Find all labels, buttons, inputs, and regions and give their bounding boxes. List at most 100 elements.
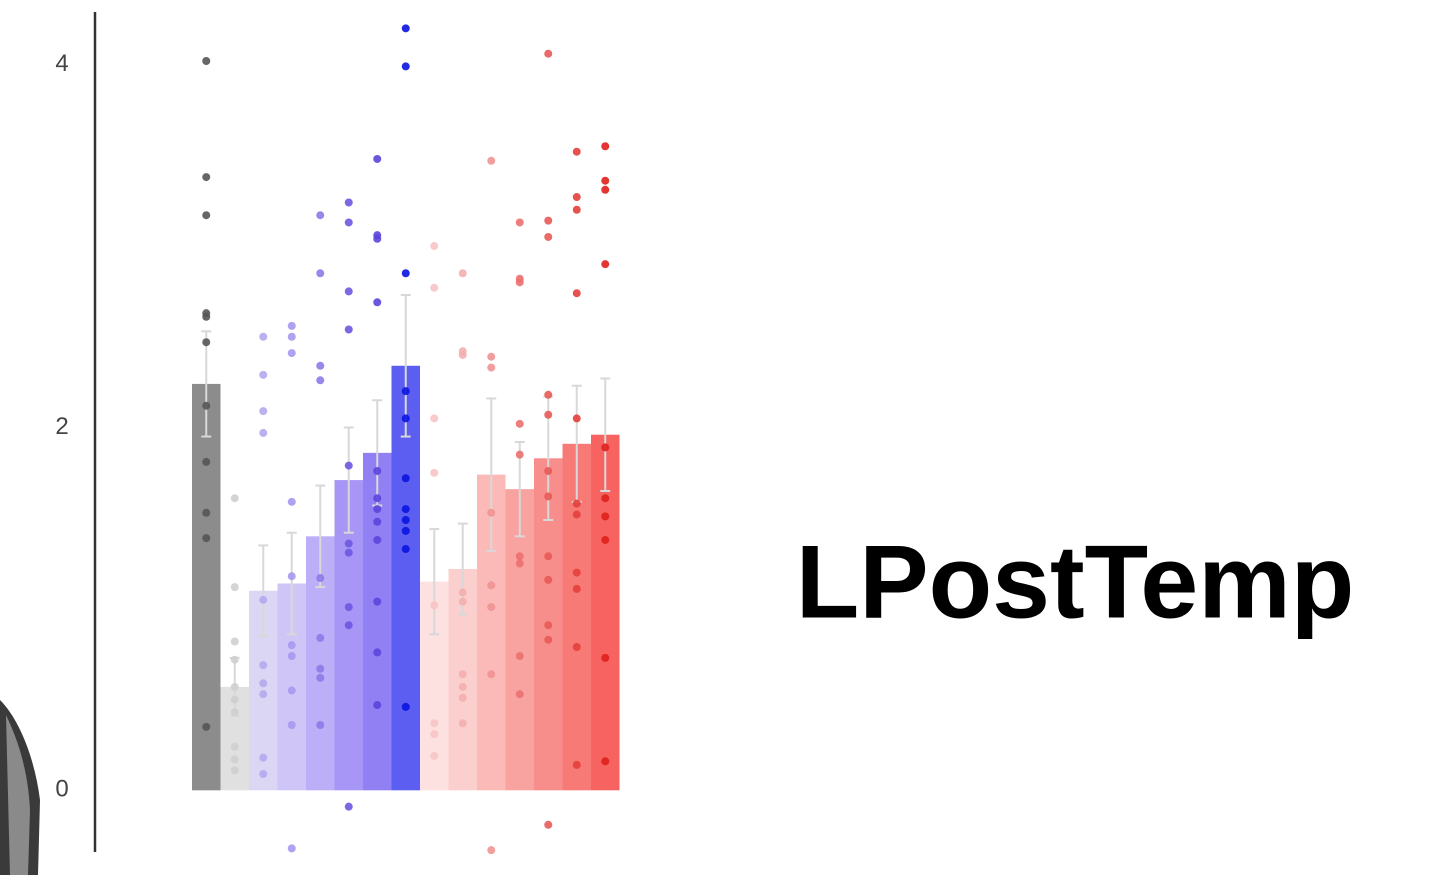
- data-point: [401, 414, 410, 423]
- data-point: [401, 515, 410, 524]
- data-point: [316, 269, 325, 278]
- data-point: [202, 457, 211, 466]
- data-point: [316, 673, 325, 682]
- data-point: [259, 370, 268, 379]
- data-point: [601, 653, 610, 662]
- data-point: [572, 205, 581, 214]
- data-point: [259, 595, 268, 604]
- data-point: [430, 601, 439, 610]
- data-point: [544, 467, 553, 476]
- data-point: [544, 216, 553, 225]
- bar: [591, 434, 620, 791]
- data-point: [287, 686, 296, 695]
- data-point: [401, 62, 410, 71]
- data-point: [487, 508, 496, 517]
- bar: [192, 383, 221, 791]
- data-point: [202, 211, 211, 220]
- data-point: [373, 597, 382, 606]
- data-point: [458, 350, 467, 359]
- data-point: [572, 193, 581, 202]
- bar: [505, 489, 534, 791]
- data-point: [287, 349, 296, 358]
- data-point: [230, 755, 239, 764]
- data-point: [515, 559, 524, 568]
- data-point: [601, 535, 610, 544]
- data-point: [287, 721, 296, 730]
- data-point: [401, 526, 410, 535]
- data-point: [401, 702, 410, 711]
- data-point: [401, 387, 410, 396]
- data-point: [230, 494, 239, 503]
- data-point: [515, 690, 524, 699]
- data-point: [544, 820, 553, 829]
- data-point: [544, 635, 553, 644]
- data-point: [572, 289, 581, 298]
- data-point: [430, 719, 439, 728]
- data-point: [373, 517, 382, 526]
- data-point: [515, 450, 524, 459]
- data-point: [601, 176, 610, 185]
- data-point: [487, 352, 496, 361]
- data-point: [544, 492, 553, 501]
- data-point: [572, 584, 581, 593]
- data-point: [287, 497, 296, 506]
- data-point: [259, 661, 268, 670]
- data-point: [401, 505, 410, 514]
- data-point: [344, 461, 353, 470]
- data-point: [259, 407, 268, 416]
- data-point: [230, 637, 239, 646]
- data-point: [458, 269, 467, 278]
- data-point: [458, 719, 467, 728]
- data-point: [230, 742, 239, 751]
- data-point: [601, 142, 610, 151]
- data-point: [430, 751, 439, 760]
- data-point: [316, 633, 325, 642]
- data-point: [202, 338, 211, 347]
- data-point: [601, 512, 610, 521]
- data-point: [487, 156, 496, 165]
- data-point: [458, 588, 467, 597]
- data-point: [572, 642, 581, 651]
- data-point: [259, 690, 268, 699]
- data-point: [287, 321, 296, 330]
- data-point: [430, 242, 439, 251]
- data-point: [401, 474, 410, 483]
- data-point: [344, 621, 353, 630]
- data-point: [430, 730, 439, 739]
- data-point: [373, 298, 382, 307]
- data-point: [572, 499, 581, 508]
- data-point: [458, 597, 467, 606]
- data-point: [458, 693, 467, 702]
- data-point: [202, 173, 211, 182]
- data-point: [202, 508, 211, 517]
- data-point: [430, 283, 439, 292]
- chart-title: LPostTemp: [796, 524, 1355, 640]
- data-point: [487, 581, 496, 590]
- data-point: [230, 655, 239, 664]
- data-point: [344, 548, 353, 557]
- data-point: [344, 287, 353, 296]
- data-point: [344, 802, 353, 811]
- data-point: [316, 664, 325, 673]
- data-point: [373, 234, 382, 243]
- data-point: [601, 185, 610, 194]
- y-tick-label: 4: [55, 50, 68, 77]
- data-point: [515, 218, 524, 227]
- data-point: [544, 410, 553, 419]
- data-point: [572, 568, 581, 577]
- data-point: [259, 753, 268, 762]
- data-point: [373, 467, 382, 476]
- data-point: [259, 769, 268, 778]
- y-tick-label: 0: [55, 776, 68, 803]
- data-point: [487, 846, 496, 855]
- data-point: [316, 376, 325, 385]
- data-point: [344, 539, 353, 548]
- data-point: [572, 510, 581, 519]
- data-point: [373, 154, 382, 163]
- data-point: [515, 652, 524, 661]
- data-point: [373, 505, 382, 514]
- data-point: [202, 534, 211, 543]
- data-point: [202, 56, 211, 65]
- data-point: [287, 652, 296, 661]
